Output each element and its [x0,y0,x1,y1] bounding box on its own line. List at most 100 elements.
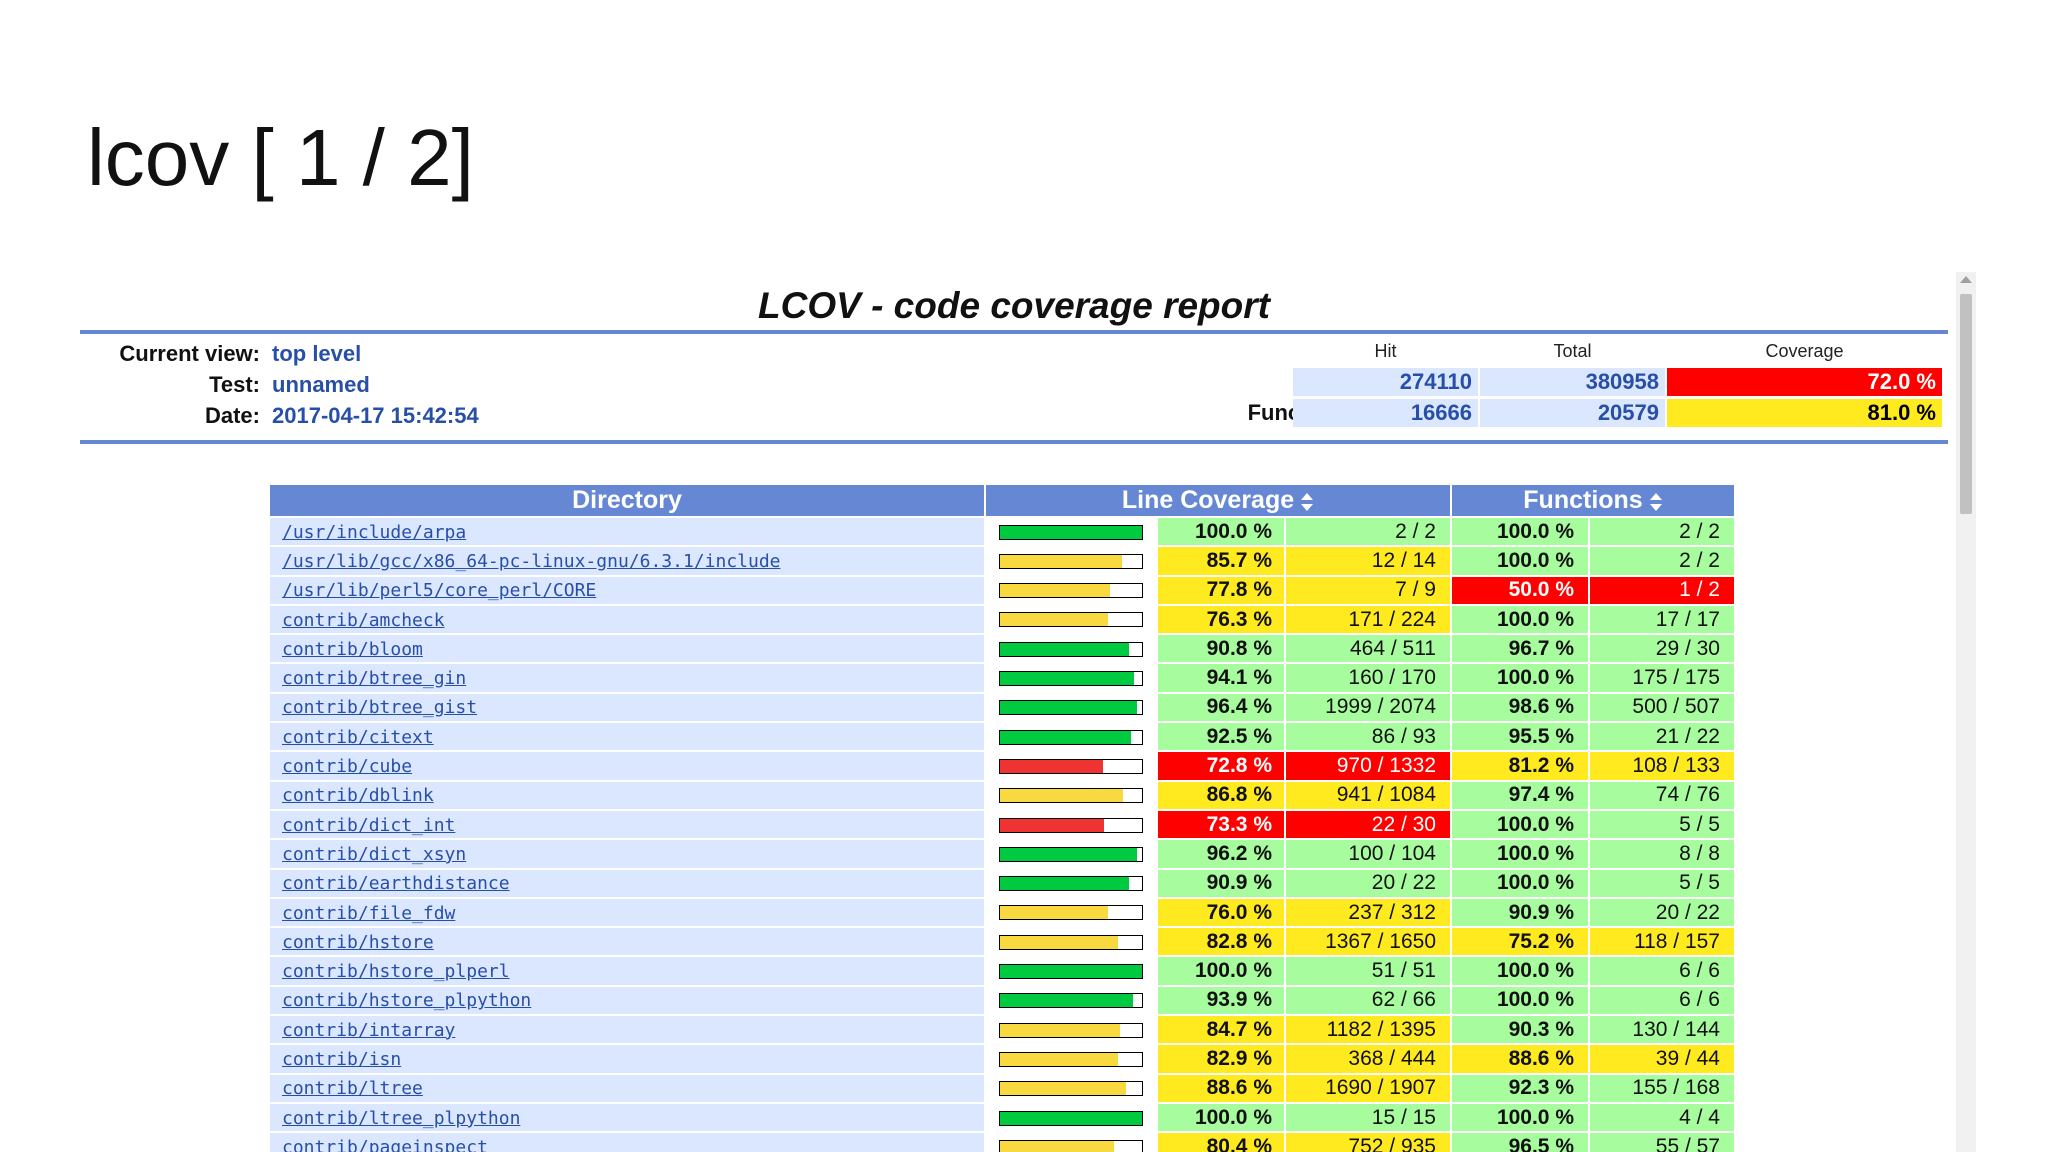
coverage-bar-cell [986,986,1156,1015]
function-coverage-percent: 90.9 % [1452,898,1588,927]
function-coverage-percent: 75.2 % [1452,928,1588,956]
directory-link[interactable]: contrib/citext [282,726,434,748]
line-coverage-percent: 96.2 % [1158,840,1284,868]
directory-link[interactable]: contrib/hstore [282,931,434,953]
directory-link[interactable]: contrib/intarray [282,1019,456,1041]
function-coverage-count: 108 / 133 [1590,752,1734,780]
directory-link[interactable]: /usr/lib/gcc/x86_64-pc-linux-gnu/6.3.1/i… [282,550,781,572]
sort-arrows-icon[interactable] [1300,489,1314,512]
directory-link[interactable]: /usr/include/arpa [282,521,467,543]
info-values: top level unnamed 2017-04-17 15:42:54 [272,338,479,431]
coverage-bar [999,700,1143,716]
directory-link[interactable]: contrib/earthdistance [282,873,510,895]
line-coverage-count: 1999 / 2074 [1286,693,1450,722]
directory-cell: contrib/btree_gin [270,664,984,692]
directory-cell: contrib/hstore [270,928,984,956]
directory-cell: contrib/citext [270,723,984,751]
coverage-bar-fill [1000,1111,1142,1125]
coverage-bar-cell [986,1016,1156,1044]
directory-cell: contrib/hstore_plperl [270,957,984,985]
table-row: contrib/dict_int 73.3 % 22 / 30 100.0 % 5 / … [270,810,1734,839]
line-coverage-header-label: Line Coverage [1121,486,1295,514]
directory-link[interactable]: contrib/file_fdw [282,902,456,924]
function-coverage-count: 500 / 507 [1590,693,1734,722]
summary-lines-total: 380958 [1480,368,1665,396]
directory-link[interactable]: contrib/hstore_plpython [282,990,532,1012]
table-row: contrib/file_fdw 76.0 % 237 / 312 90.9 % 20 … [270,898,1734,927]
line-coverage-percent: 84.7 % [1158,1016,1284,1044]
directory-link[interactable]: contrib/hstore_plperl [282,961,510,983]
directory-link[interactable]: contrib/btree_gist [282,697,478,719]
function-coverage-percent: 100.0 % [1452,1103,1588,1132]
line-coverage-percent: 96.4 % [1158,693,1284,722]
directory-cell: contrib/file_fdw [270,898,984,927]
coverage-bar [999,846,1143,862]
table-row: contrib/ltree_plpython 100.0 % 15 / 15 100.… [270,1103,1734,1132]
coverage-bar [999,524,1143,540]
directory-link[interactable]: contrib/isn [282,1048,402,1070]
coverage-bar [999,1110,1143,1126]
info-label: Test: [209,372,260,397]
scroll-thumb[interactable] [1960,294,1972,514]
function-coverage-percent: 81.2 % [1452,752,1588,780]
coverage-bar-cell [986,605,1156,634]
directory-link[interactable]: contrib/dblink [282,785,434,807]
coverage-bar [999,583,1143,599]
function-coverage-count: 6 / 6 [1590,957,1734,985]
coverage-bar [999,729,1143,745]
line-coverage-count: 86 / 93 [1286,723,1450,751]
line-coverage-percent: 100.0 % [1158,518,1284,546]
functions-header-label: Functions [1523,486,1643,514]
coverage-bar-fill [1000,613,1108,627]
function-coverage-count: 4 / 4 [1590,1103,1734,1132]
coverage-bar-cell [986,576,1156,604]
directory-link[interactable]: contrib/dict_xsyn [282,843,467,865]
directory-cell: contrib/dblink [270,781,984,809]
line-coverage-percent: 80.4 % [1158,1133,1284,1152]
directory-header[interactable]: Directory [270,485,984,516]
coverage-bar [999,788,1143,804]
coverage-bar [999,612,1143,628]
function-coverage-percent: 100.0 % [1452,840,1588,868]
directory-link[interactable]: contrib/btree_gin [282,668,467,690]
directory-link[interactable]: contrib/cube [282,756,413,778]
coverage-bar [999,1022,1143,1038]
line-coverage-percent: 72.8 % [1158,752,1284,780]
directory-link[interactable]: contrib/amcheck [282,609,445,631]
line-coverage-count: 941 / 1084 [1286,781,1450,809]
line-coverage-percent: 92.5 % [1158,723,1284,751]
coverage-bar-fill [1000,818,1104,832]
function-coverage-percent: 100.0 % [1452,664,1588,692]
directory-cell: contrib/hstore_plpython [270,986,984,1015]
arrow-up-icon[interactable] [1960,276,1972,283]
coverage-bar [999,1051,1143,1067]
sort-arrows-icon[interactable] [1649,489,1663,512]
directory-link[interactable]: contrib/ltree [282,1078,423,1100]
coverage-bar-cell [986,840,1156,868]
table-row: contrib/btree_gist 96.4 % 1999 / 2074 98.6 … [270,693,1734,722]
scrollbar[interactable] [1956,272,1976,1152]
line-coverage-header[interactable]: Line Coverage [986,485,1450,516]
coverage-bar [999,671,1143,687]
coverage-bar-cell [986,781,1156,809]
directory-link[interactable]: /usr/lib/perl5/core_perl/CORE [282,580,597,602]
functions-header[interactable]: Functions [1452,485,1734,516]
coverage-bar [999,1081,1143,1097]
info-label: Date: [204,403,260,428]
directory-link[interactable]: contrib/pageinspect [282,1136,488,1152]
line-coverage-percent: 76.3 % [1158,605,1284,634]
coverage-table-wrap: Directory Line Coverage Functions /usr/i… [268,483,1736,1152]
coverage-bar [999,993,1143,1009]
line-coverage-percent: 85.7 % [1158,547,1284,575]
summary-functions-coverage: 81.0 % [1667,399,1942,427]
function-coverage-count: 74 / 76 [1590,781,1734,809]
line-coverage-count: 20 / 22 [1286,869,1450,897]
directory-link[interactable]: contrib/bloom [282,638,423,660]
directory-link[interactable]: contrib/dict_int [282,814,456,836]
function-coverage-count: 118 / 157 [1590,928,1734,956]
table-row: contrib/cube 72.8 % 970 / 1332 81.2 % 108 / … [270,752,1734,780]
directory-link[interactable]: contrib/ltree_plpython [282,1107,521,1129]
summary-lines-hit: 274110 [1293,368,1478,396]
function-coverage-count: 1 / 2 [1590,576,1734,604]
line-coverage-percent: 86.8 % [1158,781,1284,809]
